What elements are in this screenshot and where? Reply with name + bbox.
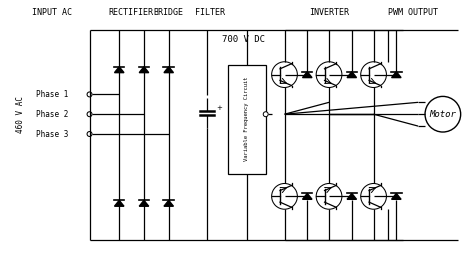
- Circle shape: [263, 112, 268, 117]
- Text: +: +: [216, 105, 222, 111]
- Polygon shape: [302, 72, 312, 77]
- Polygon shape: [115, 200, 124, 206]
- Polygon shape: [347, 193, 356, 199]
- Polygon shape: [164, 200, 173, 206]
- Text: 700 V DC: 700 V DC: [222, 35, 265, 44]
- Polygon shape: [115, 67, 124, 73]
- Text: INVERTER: INVERTER: [309, 8, 349, 17]
- Polygon shape: [392, 72, 401, 77]
- Polygon shape: [347, 72, 356, 77]
- Polygon shape: [302, 193, 312, 199]
- Text: Variable Frequency Circuit: Variable Frequency Circuit: [245, 77, 249, 161]
- Polygon shape: [164, 67, 173, 73]
- Polygon shape: [139, 67, 149, 73]
- Text: Motor: Motor: [429, 110, 456, 119]
- Text: Phase 2: Phase 2: [36, 110, 68, 119]
- Text: INPUT AC: INPUT AC: [32, 8, 72, 17]
- Bar: [228, 65, 266, 174]
- Text: FILTER: FILTER: [195, 8, 225, 17]
- Text: PWM OUTPUT: PWM OUTPUT: [388, 8, 438, 17]
- Text: Phase 3: Phase 3: [36, 129, 68, 139]
- Text: Phase 1: Phase 1: [36, 90, 68, 99]
- Polygon shape: [392, 193, 401, 199]
- Text: RECTIFIER: RECTIFIER: [109, 8, 154, 17]
- Text: BRIDGE: BRIDGE: [154, 8, 184, 17]
- Text: 460 V AC: 460 V AC: [16, 96, 25, 133]
- Polygon shape: [139, 200, 149, 206]
